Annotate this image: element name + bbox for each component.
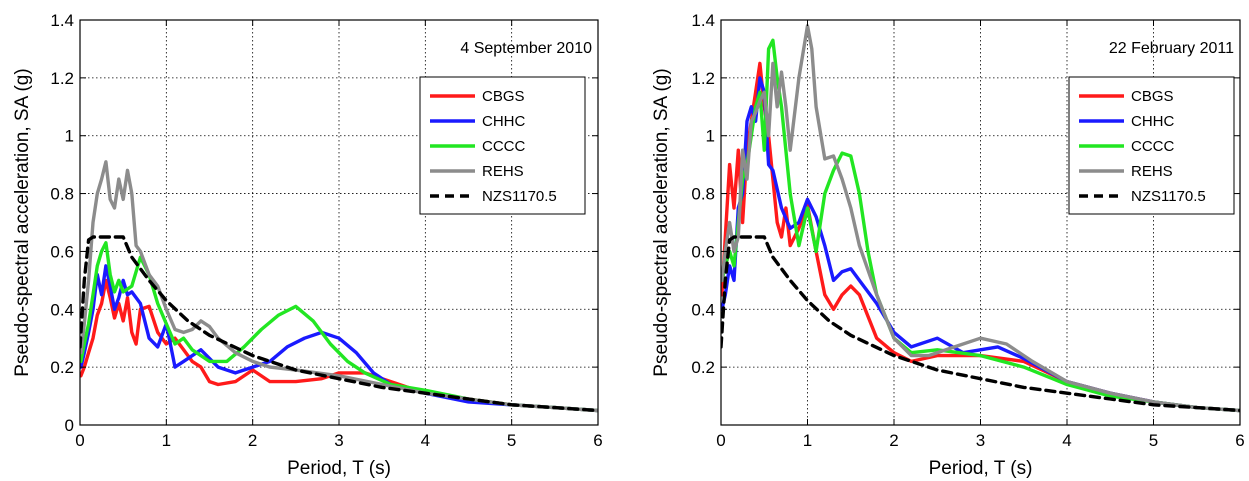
x-tick-label: 6 xyxy=(1235,431,1244,450)
y-tick-label: 0.6 xyxy=(50,242,74,261)
legend-label: REHS xyxy=(482,163,524,180)
legend-label: CCCC xyxy=(482,138,525,155)
y-tick-label: 0.8 xyxy=(50,185,74,204)
y-tick-label: 1 xyxy=(65,127,74,146)
y-tick-label: 0.2 xyxy=(691,358,715,377)
y-tick-label: 0.6 xyxy=(691,242,715,261)
legend: CBGS CHHC CCCC REHS NZS1170.5 xyxy=(419,76,586,215)
series-group xyxy=(80,160,598,413)
x-tick-label: 4 xyxy=(1062,431,1071,450)
x-tick-label: 1 xyxy=(162,431,171,450)
y-tick-label: 0.8 xyxy=(691,185,715,204)
y-tick-label: 1.2 xyxy=(691,69,715,88)
x-tick-label: 6 xyxy=(593,431,602,450)
y-tick-label: 1.4 xyxy=(691,11,715,30)
x-tick-label: 0 xyxy=(716,431,725,450)
x-tick-label: 0 xyxy=(75,431,84,450)
x-tick-label: 2 xyxy=(889,431,898,450)
x-axis-label: Period, T (s) xyxy=(287,458,391,479)
x-tick-label: 4 xyxy=(421,431,430,450)
series-line-rehs xyxy=(721,24,1240,413)
y-tick-label: 1.4 xyxy=(50,11,74,30)
series-line-nzs1170-5 xyxy=(80,235,598,413)
x-tick-label: 3 xyxy=(334,431,343,450)
legend-label: CHHC xyxy=(1131,113,1174,130)
legend-label: CHHC xyxy=(482,113,525,130)
x-axis-label: Period, T (s) xyxy=(929,458,1033,479)
legend-label: CBGS xyxy=(482,88,525,105)
legend-label: NZS1170.5 xyxy=(1131,188,1206,205)
legend-label: NZS1170.5 xyxy=(482,188,557,205)
x-tick-label: 2 xyxy=(248,431,257,450)
legend: CBGS CHHC CCCC REHS NZS1170.5 xyxy=(1068,76,1235,215)
chart-panel-1: 0 1 2 3 4 5 6 0 0.2 0.4 0.6 0.8 1 1.2 1.4 Period, T (s)… xyxy=(12,11,603,479)
y-tick-label: 0.2 xyxy=(50,358,74,377)
x-tick-label: 5 xyxy=(507,431,516,450)
legend-label: CCCC xyxy=(1131,138,1174,155)
series-line-nzs1170-5 xyxy=(721,235,1240,413)
x-tick-label: 5 xyxy=(1149,431,1158,450)
chart-panel-2: 0 1 2 3 4 5 6 0.2 0.4 0.6 0.8 1 1.2 1.4 Period, T (s) P… xyxy=(651,11,1245,479)
x-tick-label: 1 xyxy=(803,431,812,450)
legend-label: CBGS xyxy=(1131,88,1174,105)
y-tick-label: 1 xyxy=(706,127,715,146)
y-tick-label: 1.2 xyxy=(50,69,74,88)
grid xyxy=(80,20,598,425)
legend-label: REHS xyxy=(1131,163,1173,180)
series-group xyxy=(721,24,1240,413)
event-date-annotation: 4 September 2010 xyxy=(460,40,592,57)
y-tick-label: 0.4 xyxy=(50,300,74,319)
y-axis-label: Pseudo-spectral acceleration, SA (g) xyxy=(651,68,672,376)
y-axis-label: Pseudo-spectral acceleration, SA (g) xyxy=(12,68,33,376)
y-tick-label: 0.4 xyxy=(691,300,715,319)
y-tick-label: 0 xyxy=(65,416,74,435)
series-line-cccc xyxy=(80,241,598,413)
event-date-annotation: 22 February 2011 xyxy=(1109,40,1234,57)
series-line-chhc xyxy=(721,76,1240,413)
series-line-chhc xyxy=(80,264,598,413)
x-tick-label: 3 xyxy=(976,431,985,450)
series-line-rehs xyxy=(80,160,598,413)
